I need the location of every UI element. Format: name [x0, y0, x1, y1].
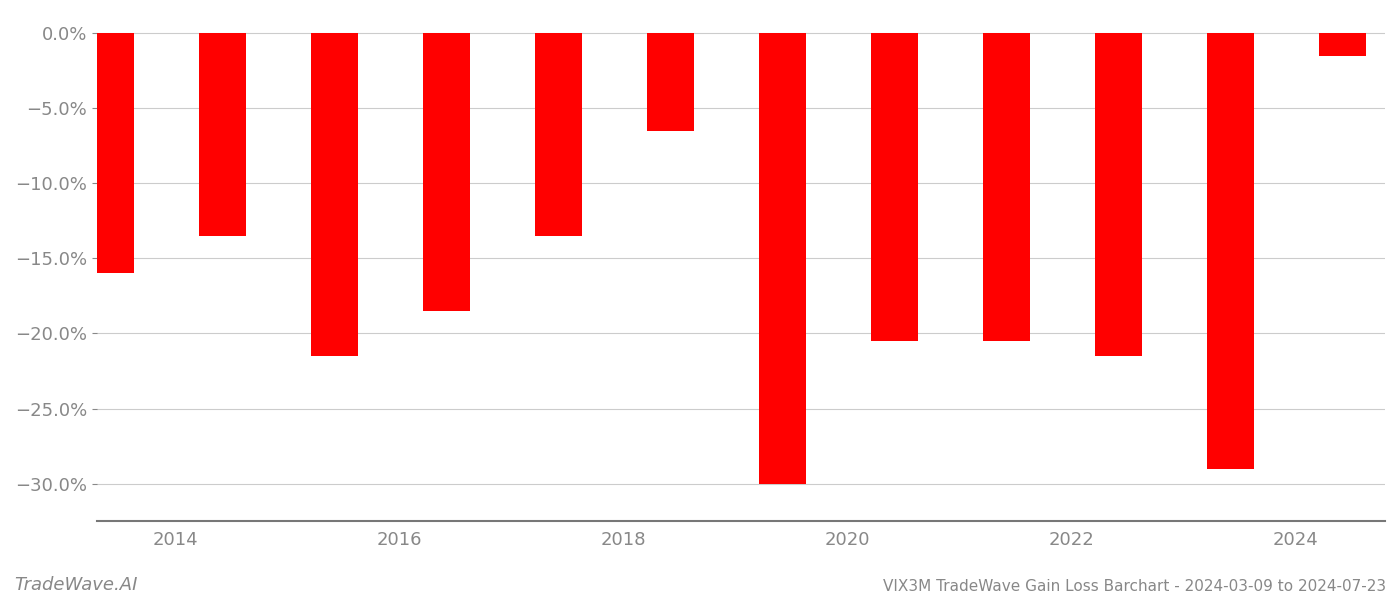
- Bar: [1319, 33, 1366, 56]
- Bar: [1095, 33, 1142, 356]
- Bar: [1207, 33, 1254, 469]
- Bar: [423, 33, 470, 311]
- Bar: [87, 33, 134, 274]
- Bar: [647, 33, 694, 131]
- Bar: [535, 33, 582, 236]
- Bar: [759, 33, 806, 484]
- Bar: [871, 33, 918, 341]
- Bar: [311, 33, 358, 356]
- Text: VIX3M TradeWave Gain Loss Barchart - 2024-03-09 to 2024-07-23: VIX3M TradeWave Gain Loss Barchart - 202…: [883, 579, 1386, 594]
- Bar: [983, 33, 1030, 341]
- Bar: [199, 33, 246, 236]
- Text: TradeWave.AI: TradeWave.AI: [14, 576, 137, 594]
